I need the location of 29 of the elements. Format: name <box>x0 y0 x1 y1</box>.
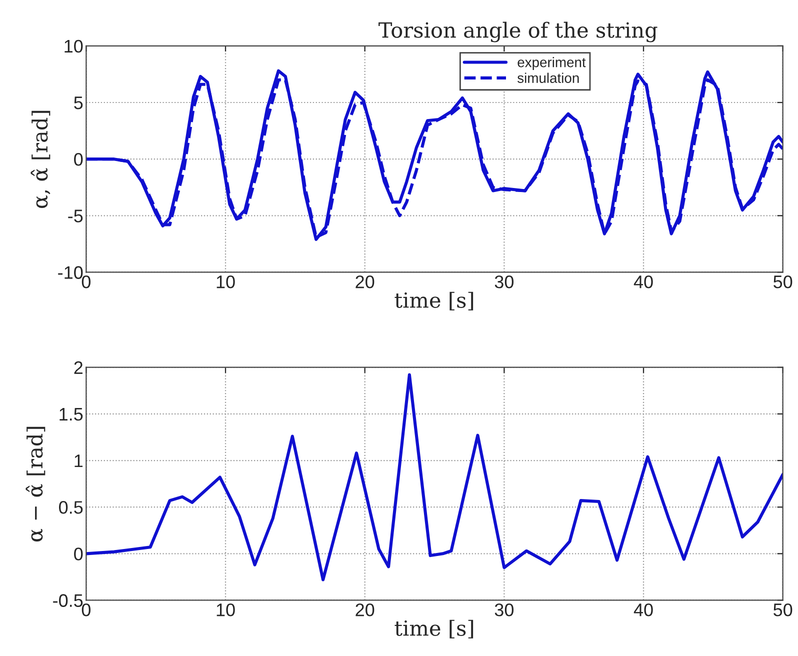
y-tick-label: 0 <box>74 153 83 166</box>
line-series <box>86 373 783 582</box>
y-axis-title: α, α̂ [rad] <box>30 110 50 208</box>
y-tick-label: 0.5 <box>59 501 83 514</box>
y-tick-label: 1 <box>74 454 83 468</box>
x-tick-label: 30 <box>494 275 514 288</box>
x-tick-label: 50 <box>774 603 792 616</box>
y-tick-label: 0 <box>74 548 83 560</box>
x-axis-title: time [s] <box>394 620 474 638</box>
x-axis-title: time [s] <box>394 292 474 310</box>
y-tick-label: 5 <box>74 96 83 110</box>
y-tick-label: 2 <box>74 361 82 374</box>
x-tick-label: 30 <box>494 603 514 616</box>
y-tick-label: 1.5 <box>60 408 83 421</box>
y-tick-label: -0.5 <box>53 594 83 607</box>
x-tick-label: 10 <box>216 275 235 288</box>
legend-label: simulation <box>518 72 579 83</box>
x-tick-label: 40 <box>634 603 653 616</box>
y-tick-label: 10 <box>64 40 83 53</box>
x-tick-label: 40 <box>634 275 653 288</box>
y-tick-label: -10 <box>58 266 83 279</box>
x-tick-label: 20 <box>356 603 374 616</box>
chart-title: Torsion angle of the string <box>378 22 658 42</box>
legend-label: experiment <box>518 57 586 70</box>
x-tick-label: 10 <box>216 603 235 616</box>
x-tick-label: 50 <box>774 275 792 288</box>
x-tick-label: 20 <box>356 275 374 288</box>
y-axis-title: α − α̂ [rad] <box>26 426 46 542</box>
y-tick-label: -5 <box>68 210 83 222</box>
